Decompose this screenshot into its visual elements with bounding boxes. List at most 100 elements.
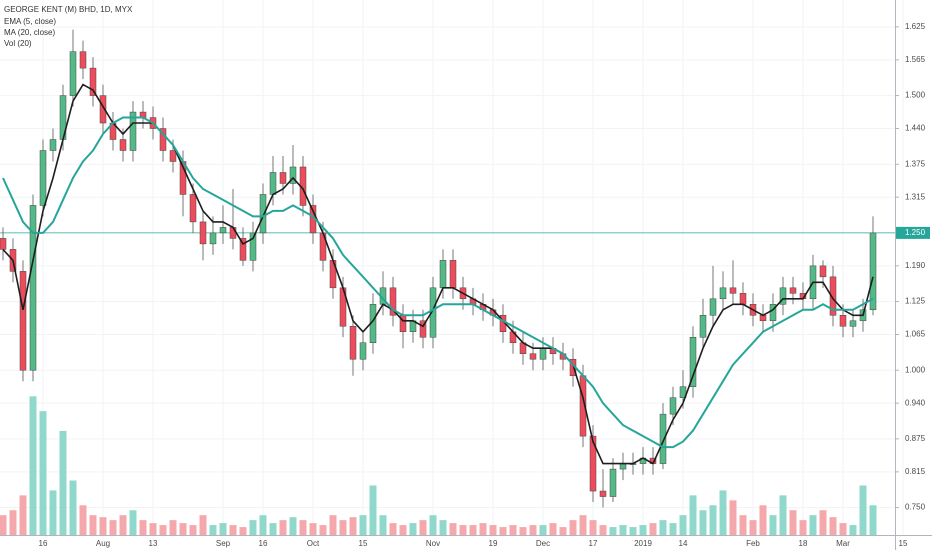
candle-body <box>49 139 57 151</box>
volume-bar <box>99 517 107 535</box>
volume-bar <box>579 515 587 535</box>
volume-bar <box>329 515 337 535</box>
candle-body <box>699 315 707 338</box>
candle-body <box>739 293 747 305</box>
volume-bar <box>649 523 657 535</box>
candle-body <box>609 468 617 497</box>
volume-bar <box>209 525 217 535</box>
last-price-label: 1.250 <box>905 228 926 237</box>
volume-bar <box>59 430 67 535</box>
candle-body <box>869 232 877 311</box>
candle-body <box>529 353 537 360</box>
y-tick-label: 1.315 <box>905 192 926 201</box>
volume-bar <box>659 520 667 535</box>
candle-body <box>239 238 247 261</box>
volume-bar <box>429 515 437 535</box>
candle-body <box>819 265 827 278</box>
candle-body <box>389 287 397 316</box>
candle-body <box>709 298 717 316</box>
volume-bar <box>439 520 447 535</box>
candle-body <box>289 166 297 184</box>
volume-bar <box>539 525 547 535</box>
volume-bar <box>399 525 407 535</box>
candle-body <box>679 386 687 398</box>
volume-bar <box>19 495 27 535</box>
candle-body <box>729 287 737 294</box>
volume-bar <box>109 520 117 535</box>
x-tick-label: Aug <box>96 539 110 548</box>
volume-bar <box>869 505 877 535</box>
legend-entry: EMA (5, close) <box>4 17 56 26</box>
volume-bar <box>459 525 467 535</box>
volume-bar <box>499 527 507 535</box>
volume-bar <box>389 523 397 535</box>
volume-bar <box>479 523 487 535</box>
candle-body <box>449 260 457 289</box>
volume-bar <box>759 505 767 535</box>
y-tick-label: 0.750 <box>905 503 926 512</box>
candle-body <box>769 304 777 322</box>
volume-bar <box>39 411 47 535</box>
volume-bar <box>669 523 677 535</box>
y-tick-label: 1.375 <box>905 159 926 168</box>
volume-bar <box>309 523 317 535</box>
volume-bar <box>859 485 867 535</box>
candle-body <box>79 51 87 69</box>
volume-bar <box>829 517 837 535</box>
x-tick-label: Nov <box>426 539 440 548</box>
legend-entry: Vol (20) <box>4 39 32 48</box>
indicator-line <box>2 83 874 465</box>
x-tick-label: 19 <box>489 539 498 548</box>
volume-bar <box>219 523 227 535</box>
volume-bar <box>709 505 717 535</box>
candle-body <box>39 150 47 206</box>
volume-bar <box>159 525 167 535</box>
volume-bar <box>79 505 87 535</box>
x-tick-label: 15 <box>899 539 908 548</box>
volume-bar <box>799 520 807 535</box>
volume-bar <box>319 525 327 535</box>
plot-area <box>0 0 904 535</box>
candle-body <box>19 271 27 371</box>
volume-bar <box>239 527 247 535</box>
volume-bar <box>69 480 77 535</box>
y-tick-label: 1.500 <box>905 91 926 100</box>
volume-bar <box>299 520 307 535</box>
volume-bar <box>569 520 577 535</box>
volume-bar <box>289 517 297 535</box>
volume-bar <box>179 523 187 535</box>
candle-body <box>419 320 427 338</box>
candle-body <box>209 232 217 245</box>
x-tick-label: Oct <box>307 539 320 548</box>
x-tick-label: Sep <box>216 539 231 548</box>
volume-bar <box>229 525 237 535</box>
volume-bar <box>529 525 537 535</box>
volume-bar <box>469 525 477 535</box>
volume-bar <box>739 515 747 535</box>
volume-bar <box>449 523 457 535</box>
volume-bar <box>419 520 427 535</box>
volume-bar <box>839 523 847 535</box>
volume-bar <box>719 490 727 535</box>
volume-bar <box>489 525 497 535</box>
candle-body <box>89 67 97 96</box>
volume-bar <box>49 490 57 535</box>
volume-bar <box>339 520 347 535</box>
candle-body <box>669 397 677 415</box>
candle-body <box>779 287 787 305</box>
volume-bar <box>279 520 287 535</box>
candle-body <box>719 287 727 300</box>
volume-bar <box>749 520 757 535</box>
x-tick-label: 16 <box>39 539 48 548</box>
volume-bar <box>689 495 697 535</box>
volume-bar <box>679 515 687 535</box>
x-tick-label: 18 <box>799 539 808 548</box>
candle-body <box>839 315 847 327</box>
volume-bar <box>249 520 257 535</box>
x-tick-label: 17 <box>589 539 598 548</box>
indicator-line <box>2 116 874 449</box>
x-tick-label: 13 <box>149 539 158 548</box>
volume-bar <box>139 520 147 535</box>
volume-bar <box>259 515 267 535</box>
